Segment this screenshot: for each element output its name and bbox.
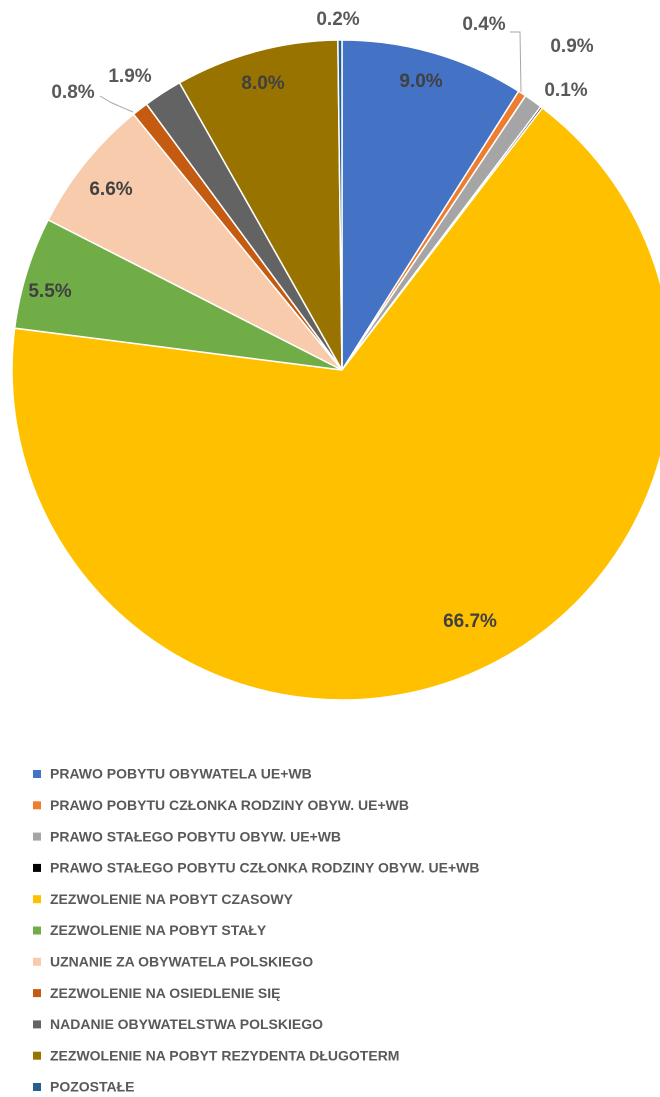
- legend-marker: [33, 832, 41, 841]
- legend-marker: [33, 1051, 41, 1060]
- legend-label: ZEZWOLENIE NA OSIEDLENIE SIĘ: [50, 985, 281, 1001]
- legend-marker: [33, 1083, 41, 1091]
- data-label: 0.1%: [544, 80, 587, 101]
- legend-marker: [33, 801, 41, 810]
- pie-slice: [178, 39, 343, 371]
- legend-marker: [33, 863, 41, 872]
- legend-marker: [33, 926, 41, 935]
- legend-marker: [33, 989, 41, 998]
- legend-label: PRAWO STAŁEGO POBYTU CZŁONKA RODZINY OBY…: [50, 860, 479, 876]
- data-label: 0.9%: [550, 36, 593, 57]
- pie-slice: [341, 39, 520, 373]
- data-label: 0.8%: [51, 82, 94, 103]
- legend-label: POZOSTAŁE: [50, 1079, 135, 1095]
- data-label: 66.7%: [443, 611, 497, 632]
- legend-label: PRAWO STAŁEGO POBYTU OBYW. UE+WB: [50, 828, 341, 844]
- data-label: 0.2%: [316, 9, 359, 30]
- legend-label: PRAWO POBYTU OBYWATELA UE+WB: [50, 766, 312, 782]
- legend-marker: [33, 895, 41, 904]
- leader-line: [510, 31, 522, 93]
- pie-slice: [337, 39, 343, 371]
- legend-label: ZEZWOLENIE NA POBYT REZYDENTA DŁUGOTERM: [50, 1047, 399, 1063]
- pie-slice: [47, 113, 343, 371]
- legend-marker: [33, 770, 41, 778]
- data-label: 0.4%: [462, 14, 505, 35]
- legend-label: ZEZWOLENIE NA POBYT CZASOWY: [50, 891, 294, 907]
- legend-marker: [33, 957, 41, 966]
- data-label: 1.9%: [108, 66, 151, 87]
- data-label: 6.6%: [89, 179, 132, 200]
- legend-label: ZEZWOLENIE NA POBYT STAŁY: [50, 922, 267, 938]
- legend-marker: [33, 1020, 41, 1029]
- data-label: 8.0%: [241, 73, 284, 94]
- data-label: 9.0%: [399, 71, 442, 92]
- legend-label: UZNANIE ZA OBYWATELA POLSKIEGO: [50, 954, 313, 970]
- leader-line: [99, 95, 134, 113]
- pie-slice: [11, 106, 660, 701]
- legend-label: PRAWO POBYTU CZŁONKA RODZINY OBYW. UE+WB: [50, 797, 409, 813]
- data-label: 5.5%: [28, 281, 71, 302]
- legend-label: NADANIE OBYWATELSTWA POLSKIEGO: [50, 1016, 323, 1032]
